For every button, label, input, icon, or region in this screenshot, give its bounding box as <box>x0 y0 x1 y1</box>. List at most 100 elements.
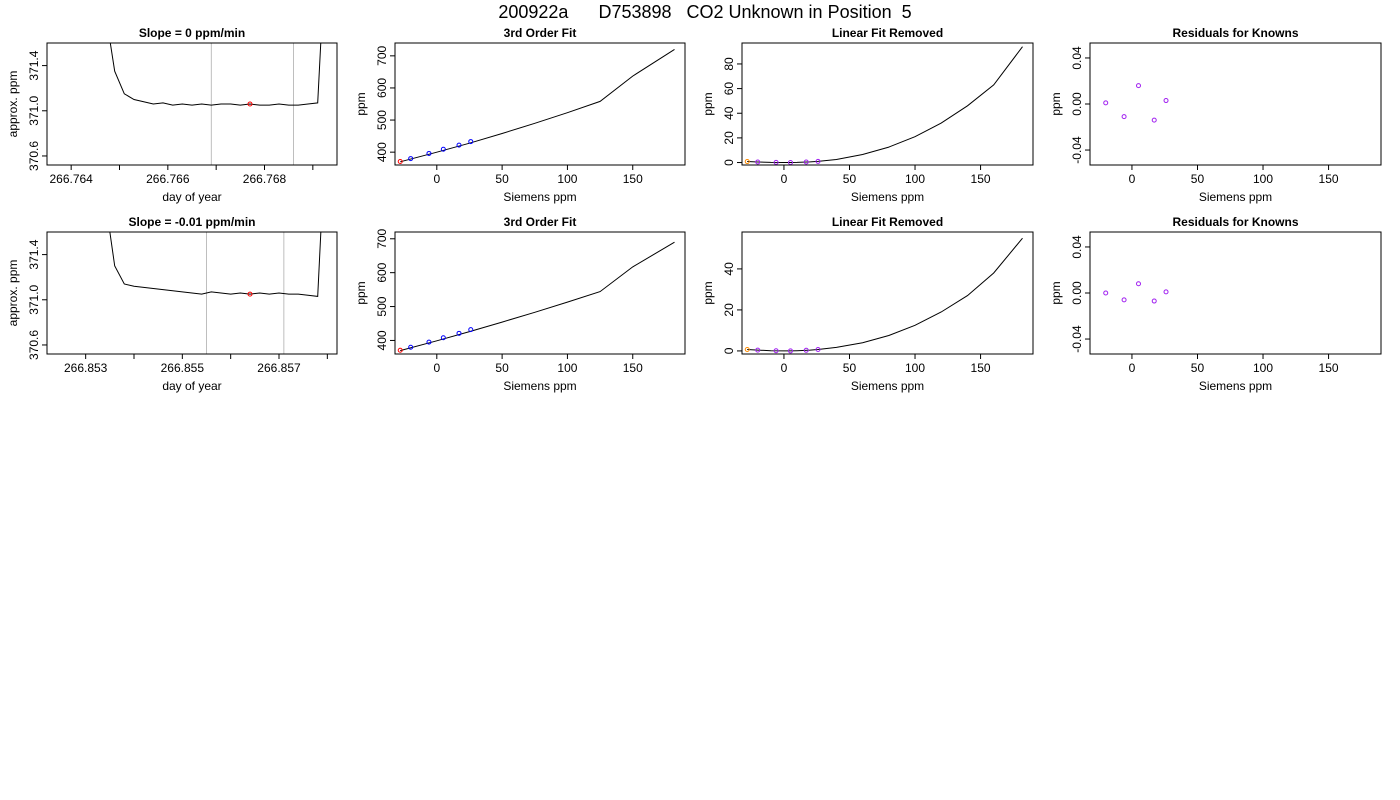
panel-title: Slope = 0 ppm/min <box>139 26 245 40</box>
data-point <box>1121 114 1127 120</box>
x-tick-label: 0 <box>1129 361 1136 375</box>
y-tick-label: 700 <box>375 228 389 248</box>
chart-panel-8: Residuals for Knowns 0 50 100 150 -0.04 0.00 0.… <box>1049 215 1382 393</box>
data-point <box>1103 100 1109 106</box>
x-axis-label: Siemens ppm <box>851 379 924 393</box>
x-tick-label: 150 <box>971 361 991 375</box>
x-tick-label: 100 <box>1253 172 1273 186</box>
y-tick-label: 20 <box>722 303 736 317</box>
y-tick-label: 20 <box>722 131 736 145</box>
data-point <box>815 346 821 352</box>
data-point <box>755 159 761 165</box>
y-tick-label: 40 <box>722 262 736 276</box>
data-point <box>456 330 462 336</box>
y-axis-label: approx. ppm <box>6 260 20 327</box>
x-tick-label: 50 <box>495 172 509 186</box>
data-point <box>397 347 403 353</box>
data-point <box>456 142 462 148</box>
plot-frame <box>394 42 686 166</box>
y-tick-label: -0.04 <box>1070 325 1084 353</box>
y-tick-label: 371.4 <box>27 50 41 80</box>
data-point <box>1121 297 1127 303</box>
y-axis-label: ppm <box>701 281 715 304</box>
y-axis-label: ppm <box>701 92 715 115</box>
y-tick-label: 0.04 <box>1070 46 1084 70</box>
x-tick-label: 100 <box>905 172 925 186</box>
x-tick-label: 0 <box>433 172 440 186</box>
x-axis-label: Siemens ppm <box>503 190 576 204</box>
data-point <box>803 159 809 165</box>
y-tick-label: 400 <box>375 330 389 350</box>
data-point <box>803 347 809 353</box>
y-tick-label: 0.00 <box>1070 92 1084 116</box>
y-tick-label: 371.0 <box>27 284 41 314</box>
panel-title: Linear Fit Removed <box>832 215 943 229</box>
series-line <box>109 43 322 106</box>
chart-panel-7: Linear Fit Removed 0 50 100 150 0 20 40 Siemens … <box>701 215 1034 393</box>
y-axis-label: ppm <box>354 281 368 304</box>
y-tick-label: 400 <box>375 142 389 162</box>
x-tick-label: 100 <box>1253 361 1273 375</box>
data-point <box>788 348 793 354</box>
x-tick-label: 150 <box>623 172 643 186</box>
data-point <box>1163 289 1169 295</box>
data-point <box>744 159 750 165</box>
y-tick-label: 0 <box>722 347 736 354</box>
plot-frame <box>1089 231 1382 355</box>
data-point <box>773 159 779 165</box>
y-axis-label: ppm <box>1049 281 1063 304</box>
data-point <box>815 158 821 164</box>
data-point <box>1136 281 1141 287</box>
plot-frame <box>1089 42 1382 166</box>
data-point <box>1151 117 1157 123</box>
x-tick-label: 266.855 <box>161 361 205 375</box>
x-tick-label: 266.766 <box>146 172 190 186</box>
panel-title: 3rd Order Fit <box>504 26 577 40</box>
series-line <box>747 46 1023 163</box>
data-point <box>397 158 403 164</box>
y-axis-label: approx. ppm <box>6 71 20 138</box>
y-axis-label: ppm <box>1049 92 1063 115</box>
y-tick-label: 700 <box>375 46 389 66</box>
y-tick-label: 500 <box>375 296 389 316</box>
x-tick-label: 100 <box>905 361 925 375</box>
data-point <box>468 327 474 333</box>
x-tick-label: 0 <box>433 361 440 375</box>
data-point <box>440 335 446 341</box>
x-tick-label: 0 <box>1129 172 1136 186</box>
x-axis-label: day of year <box>162 379 221 393</box>
x-tick-label: 50 <box>843 172 857 186</box>
y-tick-label: -0.04 <box>1070 136 1084 164</box>
y-tick-label: 40 <box>722 106 736 120</box>
x-tick-label: 100 <box>557 172 577 186</box>
chart-panel-4: Residuals for Knowns 0 50 100 150 -0.04 0.00 0.… <box>1049 26 1382 204</box>
y-tick-label: 80 <box>722 57 736 71</box>
data-point <box>744 346 750 352</box>
x-axis-label: day of year <box>162 190 221 204</box>
y-tick-label: 600 <box>375 262 389 282</box>
y-tick-label: 0.00 <box>1070 281 1084 305</box>
data-point <box>440 146 446 152</box>
data-point <box>247 101 253 107</box>
chart-panel-1: Slope = 0 ppm/min 266.764 266.766 266.768 37… <box>6 26 338 204</box>
series-line <box>400 48 675 163</box>
x-tick-label: 266.853 <box>64 361 108 375</box>
x-tick-label: 150 <box>1319 361 1339 375</box>
data-point <box>1163 98 1169 104</box>
plot-frame <box>46 42 338 166</box>
series-line <box>747 237 1023 352</box>
chart-panel-2: 3rd Order Fit 0 50 100 150 400 500 600 700 Siemen… <box>354 26 686 204</box>
panel-title: 3rd Order Fit <box>504 215 577 229</box>
data-point <box>773 348 779 354</box>
x-tick-label: 0 <box>781 361 788 375</box>
panel-title: Linear Fit Removed <box>832 26 943 40</box>
data-point <box>247 291 253 297</box>
y-tick-label: 500 <box>375 110 389 130</box>
x-tick-label: 50 <box>1191 361 1205 375</box>
x-tick-label: 50 <box>843 361 857 375</box>
plot-frame <box>394 231 686 355</box>
y-tick-label: 60 <box>722 82 736 96</box>
figure-title: 200922a D753898 CO2 Unknown in Position … <box>498 2 912 22</box>
